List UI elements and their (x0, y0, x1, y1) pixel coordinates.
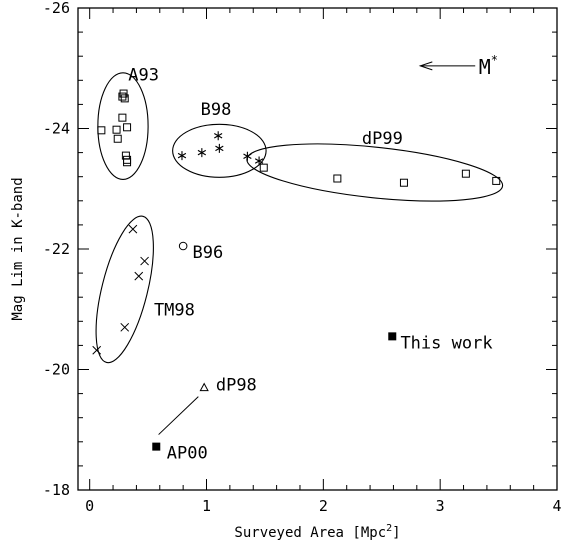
data-point (119, 89, 128, 98)
series-label: AP00 (167, 444, 208, 464)
axis-ticks (78, 7, 558, 491)
data-point (152, 442, 161, 451)
data-point (178, 241, 188, 251)
marker-cross (92, 345, 102, 355)
ellipse-b98 (172, 123, 267, 178)
data-point (214, 131, 223, 141)
x-axis-label-main: Surveyed Area [Mpc (234, 525, 386, 541)
data-point (140, 256, 149, 266)
ellipse-tm98 (95, 215, 154, 364)
marker-asterisk (254, 156, 264, 166)
marker-filled-square (152, 442, 161, 451)
marker-square (119, 89, 128, 98)
data-point (134, 271, 144, 281)
x-tick-label: 3 (436, 497, 445, 515)
data-point (92, 345, 102, 355)
data-point (243, 151, 252, 161)
y-axis-label: Mag Lim in K-band (10, 177, 26, 320)
marker-square (113, 134, 122, 143)
ellipse-a93 (97, 72, 149, 180)
marker-asterisk (214, 131, 223, 141)
y-tick-label: -22 (43, 240, 70, 258)
marker-asterisk (177, 151, 187, 161)
data-point (113, 134, 122, 143)
data-point (461, 169, 470, 178)
marker-square (97, 126, 106, 135)
marker-cross (140, 256, 149, 266)
marker-filled-square (388, 332, 397, 341)
data-point (399, 178, 408, 187)
ap00-connector-line (158, 396, 199, 435)
marker-square (492, 176, 501, 185)
x-tick-label: 2 (319, 497, 328, 515)
marker-square (399, 178, 408, 187)
x-axis-label-sup: 2 (386, 523, 392, 534)
series-label: This work (400, 333, 492, 353)
y-tick-label: -24 (43, 120, 70, 138)
data-marks (92, 61, 501, 451)
data-point (112, 125, 121, 134)
series-label: A93 (128, 65, 159, 85)
marker-circle (178, 241, 188, 251)
data-point (259, 163, 268, 172)
data-point (254, 156, 264, 166)
data-point (120, 322, 130, 332)
marker-square (112, 125, 121, 134)
series-label: TM98 (154, 300, 195, 320)
data-point (97, 126, 106, 135)
data-point (123, 158, 132, 167)
marker-asterisk (197, 148, 207, 158)
x-tick-label: 0 (85, 497, 94, 515)
y-tick-label: -26 (43, 0, 70, 17)
marker-square (461, 169, 470, 178)
marker-cross (128, 224, 138, 234)
series-label: B98 (201, 100, 232, 120)
x-axis-label: Surveyed Area [Mpc2] (234, 523, 400, 541)
data-point (177, 151, 187, 161)
marker-cross (134, 271, 144, 281)
marker-square (259, 163, 268, 172)
x-tick-label: 4 (552, 497, 561, 515)
marker-cross (120, 322, 130, 332)
marker-square (118, 113, 127, 122)
mstar-label-main: M (479, 55, 491, 79)
data-point (123, 123, 132, 132)
marker-square (123, 123, 132, 132)
marker-asterisk (243, 151, 252, 161)
data-point (333, 174, 342, 183)
marker-square (333, 174, 342, 183)
y-tick-label: -18 (43, 481, 70, 499)
group-ellipses (95, 72, 504, 364)
marker-asterisk (215, 143, 224, 153)
data-point (492, 176, 501, 185)
mstar-label: M* (479, 53, 498, 79)
marker-square (123, 158, 132, 167)
series-label: B96 (192, 243, 223, 263)
data-point (120, 94, 129, 103)
y-tick-label: -20 (43, 361, 70, 379)
data-point (388, 332, 397, 341)
marker-triangle (199, 382, 209, 392)
data-point (118, 113, 127, 122)
marker-square (120, 94, 129, 103)
x-axis-label-tail: ] (392, 525, 400, 541)
data-point (215, 143, 224, 153)
series-label: dP99 (362, 129, 403, 149)
data-point (197, 148, 207, 158)
mstar-arrow-head (418, 61, 433, 71)
data-point (199, 382, 209, 392)
data-point (128, 224, 138, 234)
mstar-label-sup: * (491, 53, 498, 67)
x-tick-label: 1 (202, 497, 211, 515)
series-label: dP98 (216, 376, 257, 396)
